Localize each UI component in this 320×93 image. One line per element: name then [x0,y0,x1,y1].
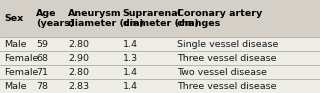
Text: Sex: Sex [4,14,23,23]
Text: 1.4: 1.4 [123,68,138,77]
Text: Single vessel disease: Single vessel disease [177,40,278,49]
Text: 2.83: 2.83 [68,82,89,90]
Text: Aneurysm
diameter (cm): Aneurysm diameter (cm) [68,9,144,28]
Text: 1.3: 1.3 [123,54,138,63]
Bar [0,79,320,93]
Text: Female: Female [4,68,38,77]
Text: 1.4: 1.4 [123,82,138,90]
Bar [0,65,320,79]
Bar [0,0,320,37]
Text: Age
(years): Age (years) [36,9,75,28]
Text: 68: 68 [36,54,48,63]
Text: Three vessel disease: Three vessel disease [177,54,276,63]
Bar [0,37,320,51]
Text: 59: 59 [36,40,48,49]
Text: Coronary artery
changes: Coronary artery changes [177,9,262,28]
Text: Three vessel disease: Three vessel disease [177,82,276,90]
Text: Two vessel disease: Two vessel disease [177,68,267,77]
Text: Male: Male [4,40,27,49]
Text: Male: Male [4,82,27,90]
Text: 78: 78 [36,82,48,90]
Text: Female: Female [4,54,38,63]
Bar [0,51,320,65]
Text: 2.80: 2.80 [68,40,89,49]
Text: 71: 71 [36,68,48,77]
Text: Suprarenal
diameter (cm): Suprarenal diameter (cm) [123,9,198,28]
Text: 2.90: 2.90 [68,54,89,63]
Text: 2.80: 2.80 [68,68,89,77]
Text: 1.4: 1.4 [123,40,138,49]
